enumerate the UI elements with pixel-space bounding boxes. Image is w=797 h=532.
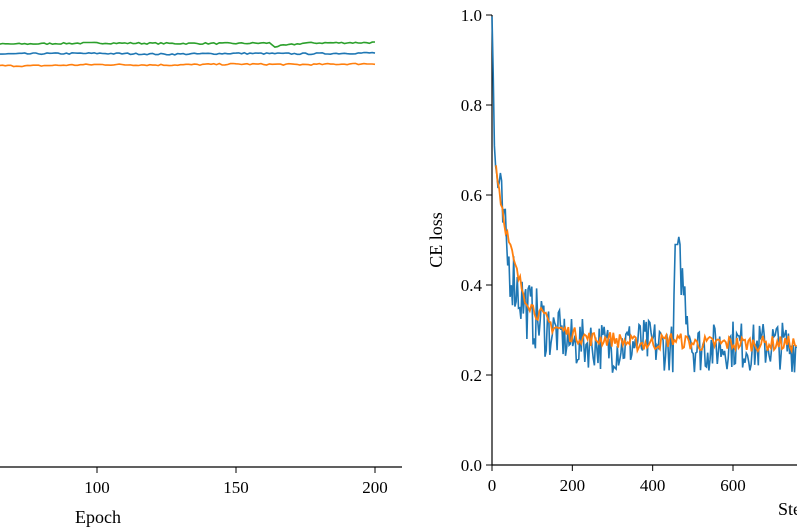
y-axis-label: CE loss (426, 212, 446, 268)
series-line-2 (0, 62, 376, 68)
x-tick-label: 200 (560, 476, 586, 495)
series-line-smoothed-loss (495, 165, 797, 354)
x-tick-label: 400 (640, 476, 666, 495)
x-tick-label: 100 (84, 478, 110, 497)
epoch-chart: 100 150 200 Epoch (0, 41, 402, 527)
y-tick-label: 0.2 (461, 366, 482, 385)
x-tick-label: 200 (362, 478, 388, 497)
series-line-raw-loss (491, 16, 797, 373)
x-tick-label: 0 (488, 476, 497, 495)
x-tick-label: 150 (223, 478, 249, 497)
y-tick-label: 0.6 (461, 186, 482, 205)
y-tick-label: 0.8 (461, 96, 482, 115)
series-line-1 (0, 51, 376, 56)
x-axis-label: Ste (778, 499, 797, 519)
x-axis-label: Epoch (75, 507, 121, 527)
series-line-0 (0, 41, 376, 48)
y-tick-label: 1.0 (461, 6, 482, 25)
y-tick-label: 0.0 (461, 456, 482, 475)
x-tick-label: 600 (720, 476, 746, 495)
y-tick-label: 0.4 (461, 276, 483, 295)
ce-loss-chart: 0.0 0.2 0.4 0.6 0.8 1.0 0 200 400 600 CE loss Ste (426, 6, 797, 519)
